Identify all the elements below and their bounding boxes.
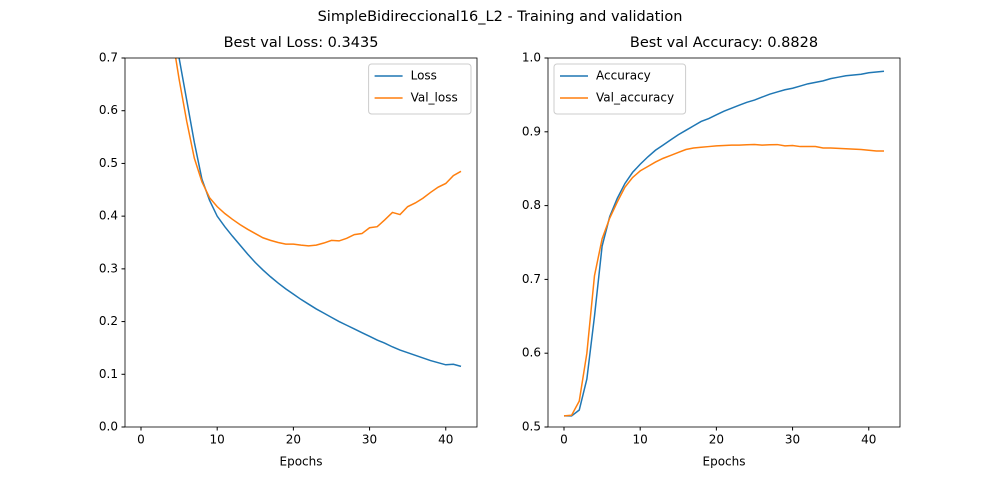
y-tick-label: 0.8 xyxy=(522,198,541,212)
axes-frame xyxy=(547,57,901,428)
series-line xyxy=(174,58,462,247)
y-tick-label: 0.1 xyxy=(99,367,118,381)
series-line xyxy=(563,143,884,417)
x-tick-label: 30 xyxy=(362,433,377,447)
y-tick-label: 0.6 xyxy=(522,346,541,360)
legend-label: Accuracy xyxy=(596,69,651,83)
x-axis-label: Epochs xyxy=(703,455,746,469)
y-tick-label: 0.3 xyxy=(99,261,118,275)
y-tick-label: 0.7 xyxy=(99,51,118,65)
x-tick-label: 40 xyxy=(861,433,876,447)
x-tick-label: 10 xyxy=(633,433,648,447)
x-tick-label: 20 xyxy=(709,433,724,447)
subplot-title: Best val Loss: 0.3435 xyxy=(224,35,379,51)
y-tick-label: 0.9 xyxy=(522,124,541,138)
subplot: Best val Accuracy: 0.8828 Epochs 0.5 0.6 0.7… xyxy=(522,35,901,469)
x-tick-label: 0 xyxy=(560,433,568,447)
figure-title: SimpleBidireccional16_L2 - Training and … xyxy=(318,9,683,25)
series-line xyxy=(564,70,885,417)
x-axis-label: Epochs xyxy=(280,455,323,469)
x-tick-label: 30 xyxy=(785,433,800,447)
y-tick-label: 0.5 xyxy=(99,156,118,170)
y-tick-label: 0.0 xyxy=(99,420,118,434)
legend-label: Val_accuracy xyxy=(596,91,674,105)
y-tick-label: 0.5 xyxy=(522,420,541,434)
axes-frame xyxy=(124,57,478,428)
x-tick-label: 40 xyxy=(438,433,453,447)
subplot: Best val Loss: 0.3435 Epochs 0.0 0.1 0.2 0.3 0… xyxy=(99,35,478,469)
y-tick-label: 0.2 xyxy=(99,314,118,328)
x-tick-label: 0 xyxy=(137,433,145,447)
y-tick-label: 0.7 xyxy=(522,272,541,286)
series-line xyxy=(178,58,462,368)
subplot-title: Best val Accuracy: 0.8828 xyxy=(630,35,818,51)
legend-label: Val_loss xyxy=(411,91,458,105)
x-tick-label: 10 xyxy=(210,433,225,447)
x-tick-label: 20 xyxy=(286,433,301,447)
y-tick-label: 1.0 xyxy=(522,51,541,65)
y-tick-label: 0.6 xyxy=(99,103,118,117)
legend-label: Loss xyxy=(411,69,437,83)
y-tick-label: 0.4 xyxy=(99,209,118,223)
